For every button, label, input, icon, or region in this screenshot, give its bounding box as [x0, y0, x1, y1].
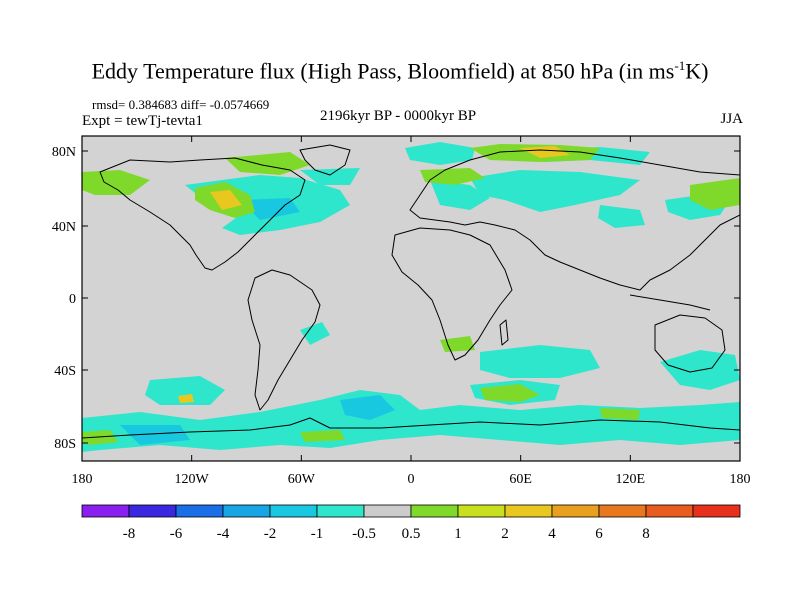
anomaly-patch — [480, 384, 540, 402]
anomaly-patch — [480, 345, 600, 378]
coastline-greenland — [299, 144, 351, 176]
colorbar-swatch — [504, 504, 553, 518]
anomaly-patch — [470, 170, 640, 212]
anomaly-patch — [240, 198, 300, 220]
colorbar-label: -8 — [123, 526, 136, 542]
coastline-australia — [654, 314, 726, 373]
colorbar-swatch — [269, 504, 318, 518]
lon-label: 60W — [288, 472, 316, 487]
period-label: 2196kyr BP - 0000kyr BP — [320, 108, 477, 124]
anomaly-patch — [178, 394, 194, 403]
latitude-axis: 80N 40N 0 40S 80S — [52, 145, 740, 452]
colorbar-label: 4 — [548, 526, 556, 542]
anomaly-patch — [340, 395, 395, 420]
colorbar-swatch — [645, 504, 694, 518]
anomaly-patch — [430, 180, 490, 210]
anomaly-patch — [420, 168, 485, 185]
lat-label: 40S — [54, 364, 76, 379]
anomaly-patch — [210, 190, 242, 210]
colorbar-swatch — [457, 504, 506, 518]
colorbar-label: -2 — [264, 526, 277, 542]
plot-title: Eddy Temperature flux (High Pass, Bloomf… — [0, 58, 800, 84]
coastline-madagascar — [499, 319, 509, 346]
anomaly-patch — [82, 170, 150, 195]
anomaly-patch — [225, 152, 310, 175]
colorbar-swatch — [316, 504, 365, 518]
title-superscript: -1 — [674, 58, 686, 73]
colorbar-label: -0.5 — [352, 526, 376, 542]
anomaly-patch — [520, 146, 570, 158]
colorbar: -8 -6 -4 -2 -1 -0.5 0.5 1 2 4 6 8 — [81, 504, 741, 542]
anomaly-patch — [300, 168, 360, 185]
anomaly-patch — [82, 430, 118, 445]
colorbar-swatch — [363, 504, 412, 518]
colorbar-label: -1 — [311, 526, 324, 542]
title-main: Eddy Temperature flux (High Pass, Bloomf… — [91, 58, 675, 84]
lon-label: 0 — [408, 472, 415, 487]
coastline-north-america — [99, 157, 306, 271]
colorbar-swatch — [175, 504, 224, 518]
coastline-indonesia — [629, 294, 711, 311]
anomaly-patch — [600, 408, 640, 420]
colorbar-swatch — [598, 504, 647, 518]
longitude-axis: 180 120W 60W 0 60E 120E 180 — [72, 136, 751, 487]
experiment-label: Expt = tewTj-tevta1 — [82, 113, 203, 129]
title-end: K) — [685, 58, 709, 84]
colorbar-label: 1 — [454, 526, 462, 542]
coastline-africa — [391, 227, 513, 361]
coastline-south-america — [247, 269, 321, 411]
lon-label: 180 — [72, 472, 93, 487]
colorbar-label: 8 — [642, 526, 650, 542]
lat-label: 0 — [69, 292, 76, 307]
colorbar-swatch — [128, 504, 177, 518]
lat-label: 80S — [54, 437, 76, 452]
coastlines — [82, 144, 740, 439]
anomaly-fills — [82, 142, 740, 452]
lon-label: 120E — [616, 472, 646, 487]
lat-label: 80N — [52, 145, 76, 160]
lon-label: 120W — [175, 472, 210, 487]
anomaly-patch — [690, 178, 740, 210]
lat-label: 40N — [52, 220, 76, 235]
colorbar-label: -6 — [170, 526, 183, 542]
colorbar-swatch — [692, 504, 741, 518]
colorbar-label: 2 — [501, 526, 509, 542]
anomaly-patch — [440, 336, 475, 352]
colorbar-swatch — [222, 504, 271, 518]
colorbar-label: 0.5 — [402, 526, 421, 542]
anomaly-patch — [405, 142, 475, 165]
anomaly-patch — [300, 430, 345, 442]
anomaly-patch — [598, 205, 645, 228]
anomaly-patch — [300, 322, 330, 345]
lon-label: 60E — [509, 472, 532, 487]
anomaly-patch — [120, 425, 190, 445]
season-label: JJA — [720, 111, 743, 127]
colorbar-label: 6 — [595, 526, 603, 542]
colorbar-swatch — [81, 504, 130, 518]
colorbar-swatch — [551, 504, 600, 518]
map-area — [82, 136, 740, 461]
stats-label: rmsd= 0.384683 diff= -0.0574669 — [92, 97, 270, 112]
lon-label: 180 — [730, 472, 751, 487]
colorbar-label: -4 — [217, 526, 230, 542]
coastline-eurasia — [409, 149, 740, 291]
coastline-antarctica — [82, 417, 740, 439]
anomaly-patch — [145, 376, 225, 405]
colorbar-swatch — [410, 504, 459, 518]
anomaly-patch — [82, 390, 740, 452]
